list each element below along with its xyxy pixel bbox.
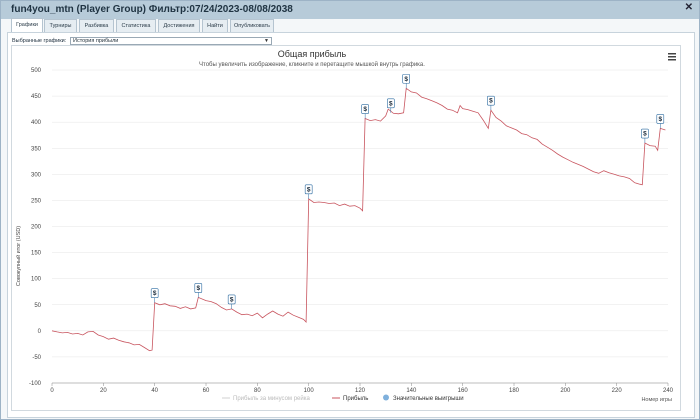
x-tick-label: 200 <box>560 388 571 394</box>
significant-win-marker[interactable]: $ <box>402 73 411 89</box>
tab-achievements[interactable]: Достижения <box>158 19 200 32</box>
dollar-icon: $ <box>389 100 393 107</box>
dollar-icon: $ <box>363 106 367 113</box>
chart-legend: Прибыль за минусом рейка Прибыль Значите… <box>222 394 464 402</box>
graph-selector-value: История прибыли <box>73 38 119 44</box>
x-tick-label: 240 <box>663 388 674 394</box>
profit-chart[interactable]: Общая прибыль Чтобы увеличить изображени… <box>11 45 681 411</box>
y-tick-label: 250 <box>31 198 42 204</box>
y-tick-label: 150 <box>31 251 42 257</box>
tab-charts[interactable]: Графики <box>11 18 43 33</box>
significant-win-marker[interactable]: $ <box>641 128 649 144</box>
dollar-icon: $ <box>643 131 647 138</box>
y-tick-label: 500 <box>31 68 42 74</box>
chart-title: Общая прибыль <box>278 49 347 59</box>
y-tick-label: 400 <box>31 120 42 126</box>
y-axis-label: Совокупный итог (USD) <box>15 226 22 286</box>
chart-menu-icon[interactable] <box>668 53 676 61</box>
dollar-icon: $ <box>658 116 662 123</box>
y-tick-label: -100 <box>29 381 42 387</box>
significant-win-marker[interactable]: $ <box>194 283 203 298</box>
close-icon[interactable]: ✕ <box>684 2 693 13</box>
graph-selector-label: Выбранные графики: <box>12 38 67 44</box>
dollar-icon: $ <box>489 98 493 105</box>
significant-win-marker[interactable]: $ <box>150 288 159 303</box>
x-tick-label: 0 <box>50 388 54 394</box>
y-tick-label: 300 <box>31 172 42 178</box>
y-tick-label: 100 <box>31 277 42 283</box>
x-tick-label: 180 <box>509 388 520 394</box>
y-tick-label: 450 <box>31 94 42 100</box>
tab-breakdown[interactable]: Разбивка <box>79 19 114 32</box>
y-tick-label: 50 <box>34 303 41 309</box>
legend-profit[interactable]: Прибыль <box>343 396 368 402</box>
y-tick-label: 0 <box>38 329 42 335</box>
tab-publish[interactable]: Опубликовать <box>230 19 274 32</box>
graph-selector[interactable]: История прибыли ▼ <box>70 37 272 45</box>
tab-statistics[interactable]: Статистика <box>116 19 156 32</box>
dollar-icon: $ <box>307 186 311 193</box>
x-tick-label: 20 <box>100 388 107 394</box>
chart-svg: Общая прибыль Чтобы увеличить изображени… <box>15 49 676 403</box>
x-tick-label: 40 <box>151 388 158 394</box>
significant-win-marker[interactable]: $ <box>361 104 369 119</box>
x-tick-label: 100 <box>304 388 315 394</box>
profit-series-line <box>51 87 666 352</box>
legend-significant-wins[interactable]: Значительные выигрыши <box>393 396 464 402</box>
significant-win-marker[interactable]: $ <box>227 294 236 309</box>
dollar-icon: $ <box>230 296 234 303</box>
x-axis-label: Номер игры <box>641 397 672 403</box>
x-tick-label: 60 <box>203 388 210 394</box>
y-tick-label: 350 <box>31 146 42 152</box>
x-tick-label: 140 <box>406 388 417 394</box>
tab-tournaments[interactable]: Турниры <box>44 19 77 32</box>
significant-win-marker[interactable]: $ <box>487 95 495 111</box>
dollar-icon: $ <box>153 290 157 297</box>
title-bar: fun4you_mtn (Player Group) Фильтр:07/24/… <box>1 1 699 19</box>
legend-minus-rake[interactable]: Прибыль за минусом рейка <box>233 395 311 402</box>
dollar-icon: $ <box>196 285 200 292</box>
legend-dot-icon <box>383 394 389 401</box>
chart-subtitle: Чтобы увеличить изображение, кликните и … <box>199 61 425 68</box>
significant-win-marker[interactable]: $ <box>656 114 665 129</box>
x-tick-label: 80 <box>254 388 261 394</box>
y-tick-label: 200 <box>31 225 42 231</box>
significant-win-marker[interactable]: $ <box>386 98 395 113</box>
tab-find[interactable]: Найти <box>202 19 228 32</box>
chevron-down-icon: ▼ <box>264 38 269 44</box>
x-tick-label: 160 <box>458 388 469 394</box>
x-tick-label: 120 <box>355 388 366 394</box>
dollar-icon: $ <box>404 76 408 83</box>
significant-win-marker[interactable]: $ <box>304 184 313 199</box>
y-tick-label: -50 <box>32 355 41 361</box>
window-title: fun4you_mtn (Player Group) Фильтр:07/24/… <box>11 4 293 15</box>
x-tick-label: 220 <box>612 388 623 394</box>
